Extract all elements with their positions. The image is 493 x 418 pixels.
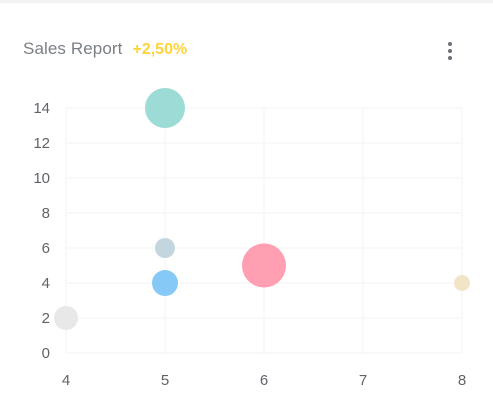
x-tick-label: 4 [62,372,70,389]
x-tick-label: 8 [458,372,466,389]
bubble-point [152,270,178,296]
bubble-point [454,275,470,291]
y-tick-label: 10 [33,170,50,187]
y-tick-label: 12 [33,135,50,152]
y-tick-label: 8 [42,205,50,222]
bubble-point [54,306,78,330]
bubble-point [155,238,175,258]
x-tick-label: 5 [161,372,169,389]
y-tick-label: 6 [42,240,50,257]
bubble-point [242,243,286,288]
bubble-point [145,88,185,128]
growth-badge: +2,50% [132,41,188,58]
x-tick-label: 6 [260,372,268,389]
card-header: Sales Report +2,50% [23,39,187,59]
y-tick-label: 14 [33,100,50,117]
bubble-chart: 0 2 4 6 8 10 12 14 4 5 6 7 8 [33,88,470,389]
more-options-icon[interactable] [440,39,460,63]
y-tick-label: 0 [42,345,50,362]
card-title: Sales Report [23,39,123,58]
y-tick-label: 4 [42,275,50,292]
y-tick-label: 2 [42,310,50,327]
x-tick-label: 7 [359,372,367,389]
